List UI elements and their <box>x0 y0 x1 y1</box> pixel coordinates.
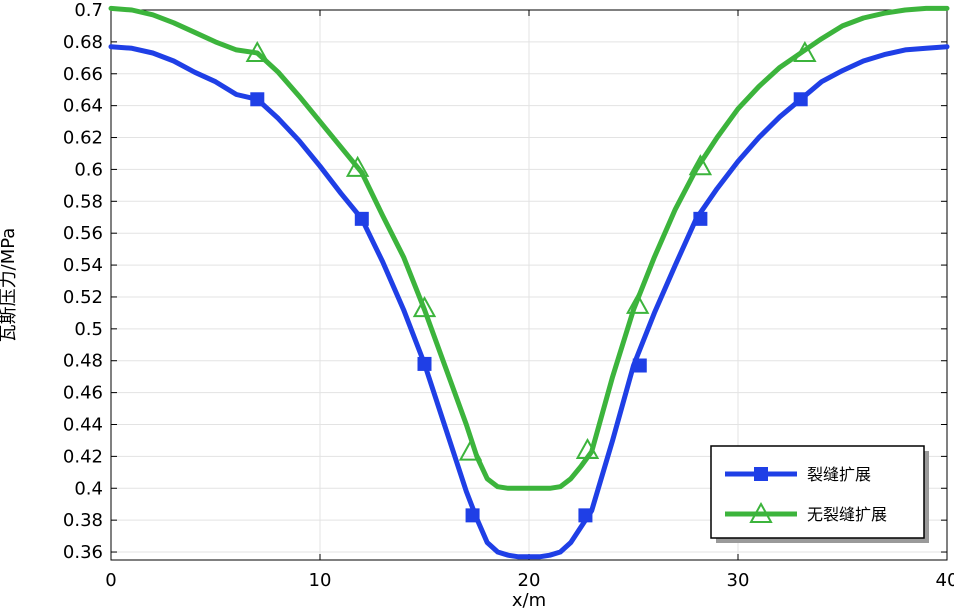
y-tick-label: 0.7 <box>74 0 103 21</box>
y-tick-label: 0.36 <box>63 542 103 563</box>
y-tick-label: 0.42 <box>63 446 103 467</box>
data-point-marker <box>250 92 265 107</box>
data-point-marker <box>793 92 808 107</box>
data-point-marker <box>245 40 269 63</box>
x-tick-label: 20 <box>518 570 541 591</box>
series-triangle <box>108 5 950 491</box>
y-tick-label: 0.38 <box>63 510 103 531</box>
y-tick-label: 0.52 <box>63 287 103 308</box>
legend-label: 裂缝扩展 <box>807 465 871 484</box>
y-tick-label: 0.4 <box>74 478 103 499</box>
data-point-marker <box>632 358 647 373</box>
series-layer <box>108 5 950 560</box>
legend-marker <box>754 467 768 481</box>
y-tick-label: 0.48 <box>63 351 103 372</box>
data-point-marker <box>458 439 483 461</box>
y-tick-label: 0.68 <box>63 32 103 53</box>
y-tick-label: 0.66 <box>63 64 103 85</box>
data-point-marker <box>578 508 593 523</box>
y-tick-label: 0.54 <box>63 255 103 276</box>
axis-ticks: 0.36 0.38 0.4 0.42 0.44 0.46 0.48 0.5 0.52 0.54 0.… <box>63 0 954 591</box>
x-tick-label: 30 <box>727 570 750 591</box>
data-point-marker <box>345 155 370 177</box>
data-point-marker <box>354 211 369 226</box>
series-square <box>108 44 950 560</box>
data-point-marker <box>465 508 480 523</box>
y-axis-label: 瓦斯压力/MPa <box>0 228 19 343</box>
y-tick-label: 0.46 <box>63 383 103 404</box>
y-tick-label: 0.64 <box>63 96 103 117</box>
data-point-marker <box>693 211 708 226</box>
legend-box <box>710 445 925 539</box>
y-tick-label: 0.44 <box>63 414 103 435</box>
data-point-marker <box>688 154 713 176</box>
y-tick-label: 0.6 <box>74 159 103 180</box>
data-point-marker <box>625 292 650 314</box>
legend-marker <box>749 501 773 523</box>
series-line <box>108 5 950 491</box>
y-tick-label: 0.62 <box>63 128 103 149</box>
y-tick-label: 0.58 <box>63 191 103 212</box>
x-axis-label: x/m <box>512 590 546 610</box>
x-tick-label: 40 <box>936 570 954 591</box>
legend-label: 无裂缝扩展 <box>807 505 887 524</box>
y-tick-label: 0.56 <box>63 223 103 244</box>
data-point-marker <box>412 296 437 318</box>
series-line <box>108 44 950 560</box>
data-point-marker <box>575 437 600 459</box>
data-point-marker <box>417 356 432 371</box>
y-tick-label: 0.5 <box>74 319 103 340</box>
x-tick-label: 0 <box>105 570 116 591</box>
x-tick-label: 10 <box>309 570 332 591</box>
legend-entry: 无裂缝扩展 <box>725 501 887 524</box>
legend-entry: 裂缝扩展 <box>725 465 871 484</box>
data-point-marker <box>793 40 817 63</box>
